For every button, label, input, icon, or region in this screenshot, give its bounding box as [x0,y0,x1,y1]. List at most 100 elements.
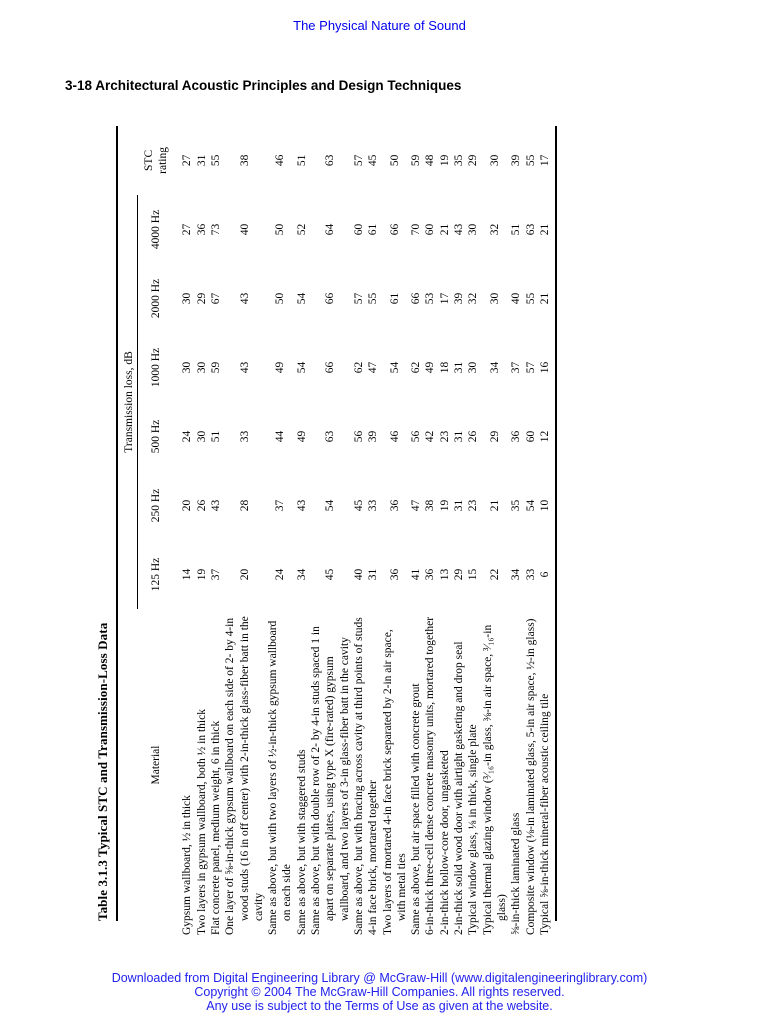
transmission-loss-value: 43 [209,499,222,512]
column-header-material: Material [137,609,176,921]
transmission-loss-value: 54 [295,361,308,374]
stc-rating-value: 29 [467,154,480,167]
table-row: One layer of ⅝-in-thick gypsum wallboard… [223,126,266,935]
transmission-loss-value: 61 [388,292,401,305]
transmission-loss-value: 19 [195,568,208,581]
stc-rating-value: 50 [388,154,401,167]
transmission-loss-value: 49 [274,361,287,374]
table-row: Same as above, but with two layers of ½-… [266,126,295,935]
stc-rating-value: 19 [438,154,451,167]
transmission-loss-value: 43 [453,223,466,236]
transmission-loss-value: 56 [352,430,365,443]
transmission-loss-value: 37 [274,499,287,512]
stc-rating-value: 39 [510,154,523,167]
table-row: Same as above, but with double row of 2-… [309,126,352,935]
table-row: 2-in-thick hollow-core door, ungasketed 1… [438,126,452,935]
span-header-spacer-left [117,609,138,921]
material-cell: Two layers of mortared 4-in face brick s… [381,629,408,935]
material-cell: Same as above, but with bracing across c… [352,617,365,935]
transmission-loss-value: 57 [524,361,537,374]
transmission-loss-value: 43 [238,292,251,305]
transmission-loss-value: 53 [424,292,437,305]
transmission-loss-value: 47 [410,499,423,512]
material-cell: Typical window glass, ⅛ in thick, single… [467,724,480,935]
transmission-loss-value: 47 [367,361,380,374]
transmission-loss-value: 73 [209,223,222,236]
table-row: 4-in face brick, mortared together 31 33 39… [366,126,380,935]
transmission-loss-value: 40 [238,223,251,236]
transmission-loss-value: 31 [453,361,466,374]
material-cell: Same as above, but with two layers of ½-… [267,620,294,935]
table-row: Typical window glass, ⅛ in thick, single… [466,126,480,935]
material-cell: Gypsum wallboard, ½ in thick [181,795,194,935]
transmission-loss-value: 31 [453,430,466,443]
transmission-loss-value: 37 [510,361,523,374]
table-row: Composite window (⅛-in laminated glass, … [524,126,538,935]
transmission-loss-value: 39 [367,430,380,443]
table-row: Typical ⅝-in-thick mineral-fiber acousti… [538,126,556,935]
transmission-loss-value: 44 [274,430,287,443]
table-row: 2-in-thick solid wood door with airtight… [452,126,466,935]
transmission-loss-value: 49 [295,430,308,443]
transmission-loss-value: 64 [324,223,337,236]
transmission-loss-value: 21 [438,223,451,236]
transmission-loss-value: 50 [274,223,287,236]
transmission-loss-value: 54 [388,361,401,374]
transmission-loss-value: 17 [438,292,451,305]
transmission-loss-value: 36 [510,430,523,443]
transmission-loss-value: 56 [410,430,423,443]
transmission-loss-value: 51 [510,223,523,236]
transmission-loss-value: 30 [488,292,501,305]
transmission-loss-value: 29 [488,430,501,443]
transmission-loss-value: 30 [467,223,480,236]
transmission-loss-value: 45 [324,568,337,581]
stc-header-line1: STC [142,149,155,171]
transmission-loss-value: 22 [488,568,501,581]
material-cell: 4-in face brick, mortared together [367,780,380,935]
transmission-loss-value: 40 [510,292,523,305]
transmission-loss-value: 60 [424,223,437,236]
material-cell: Composite window (⅛-in laminated glass, … [524,618,537,935]
transmission-loss-value: 15 [467,568,480,581]
transmission-loss-value: 46 [388,430,401,443]
stc-rating-value: 51 [295,154,308,167]
transmission-loss-value: 16 [538,361,551,374]
table-row: Typical thermal glazing window (³⁄₁₆-in … [481,126,510,935]
transmission-loss-value: 20 [238,568,251,581]
transmission-loss-value: 40 [352,568,365,581]
transmission-loss-value: 36 [424,568,437,581]
stc-rating-value: 35 [453,154,466,167]
transmission-loss-value: 34 [510,568,523,581]
transmission-loss-value: 70 [410,223,423,236]
transmission-loss-value: 41 [410,568,423,581]
transmission-loss-value: 57 [352,292,365,305]
transmission-loss-value: 62 [410,361,423,374]
stc-rating-value: 27 [181,154,194,167]
transmission-loss-value: 23 [467,499,480,512]
span-header-row: Transmission loss, dB [117,126,138,921]
stc-rating-value: 55 [524,154,537,167]
transmission-loss-value: 35 [510,499,523,512]
transmission-loss-value: 30 [181,361,194,374]
column-header-stc-rating: STC rating [137,125,176,195]
material-cell: Flat concrete panel, medium weight, 6 in… [209,720,222,935]
column-header-2000hz: 2000 Hz [137,264,176,333]
transmission-loss-value: 37 [209,568,222,581]
footer-line-download: Downloaded from Digital Engineering Libr… [111,971,648,985]
transmission-loss-value: 14 [181,568,194,581]
stc-header-line2: rating [157,147,170,174]
transmission-loss-value: 29 [195,292,208,305]
transmission-loss-value: 33 [238,430,251,443]
table-row: Flat concrete panel, medium weight, 6 in… [209,126,223,935]
transmission-loss-value: 29 [453,568,466,581]
transmission-loss-value: 23 [438,430,451,443]
transmission-loss-value: 60 [352,223,365,236]
stc-rating-value: 38 [238,154,251,167]
stc-rating-value: 59 [410,154,423,167]
copyright-footer: Downloaded from Digital Engineering Libr… [0,971,759,1013]
transmission-loss-value: 43 [238,361,251,374]
column-header-row: Material 125 Hz 250 Hz 500 Hz 1000 Hz 20… [137,125,176,921]
transmission-loss-value: 45 [352,499,365,512]
stc-rating-value: 30 [488,154,501,167]
